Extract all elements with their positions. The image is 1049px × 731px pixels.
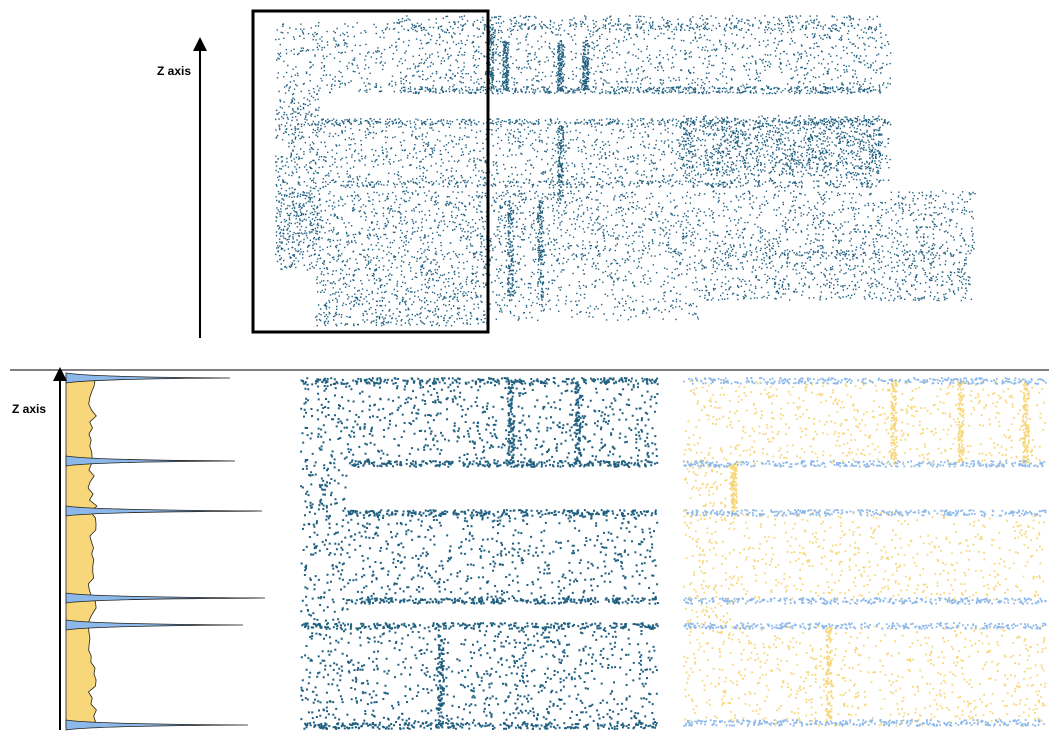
axis-label: Z axis — [12, 402, 46, 416]
wall-points — [683, 380, 1047, 727]
selection-box — [251, 9, 490, 334]
bottom-panel: Z axis — [12, 367, 1047, 731]
top-panel: Z axis — [157, 9, 976, 338]
histogram-fill — [65, 375, 98, 729]
axis-label: Z axis — [157, 64, 191, 78]
floor-points — [683, 377, 1047, 727]
slice-points — [300, 377, 659, 730]
histogram-peaks — [65, 372, 266, 731]
point-cloud — [275, 15, 976, 327]
